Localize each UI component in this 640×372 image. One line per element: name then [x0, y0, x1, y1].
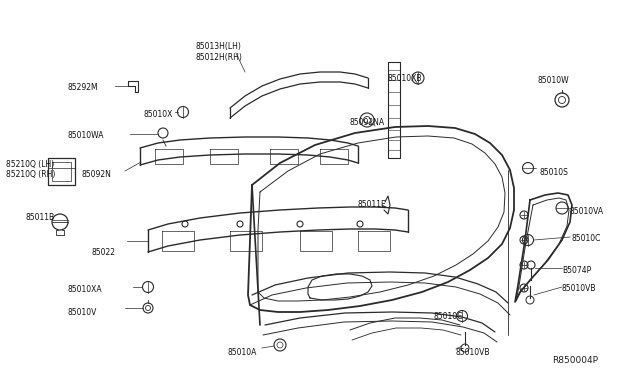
Text: 85022: 85022	[92, 248, 116, 257]
Text: 85013H(LH): 85013H(LH)	[196, 42, 242, 51]
Text: 85092NA: 85092NA	[350, 118, 385, 127]
Text: 85010VA: 85010VA	[570, 207, 604, 216]
Text: R850004P: R850004P	[552, 356, 598, 365]
Text: 85010VB: 85010VB	[455, 348, 490, 357]
Text: 85010C: 85010C	[434, 312, 463, 321]
Text: 85010C: 85010C	[572, 234, 602, 243]
Text: 85210Q (RH): 85210Q (RH)	[6, 170, 56, 179]
Text: 85092N: 85092N	[82, 170, 112, 179]
Text: 85210Q (LH): 85210Q (LH)	[6, 160, 54, 169]
Text: 85010VB: 85010VB	[562, 284, 596, 293]
Text: 85010WA: 85010WA	[68, 131, 104, 140]
Text: 85012H(RH): 85012H(RH)	[196, 53, 243, 62]
Text: 85010S: 85010S	[540, 168, 569, 177]
Text: B5074P: B5074P	[562, 266, 591, 275]
Text: 85011B: 85011B	[26, 213, 55, 222]
Text: 85010W: 85010W	[537, 76, 568, 85]
Text: 85292M: 85292M	[68, 83, 99, 92]
Text: 85010XB: 85010XB	[388, 74, 422, 83]
Text: 85010XA: 85010XA	[68, 285, 102, 294]
Text: 85010X: 85010X	[143, 110, 172, 119]
Text: 85010V: 85010V	[68, 308, 97, 317]
Text: 85010A: 85010A	[228, 348, 257, 357]
Text: 85011E: 85011E	[357, 200, 386, 209]
